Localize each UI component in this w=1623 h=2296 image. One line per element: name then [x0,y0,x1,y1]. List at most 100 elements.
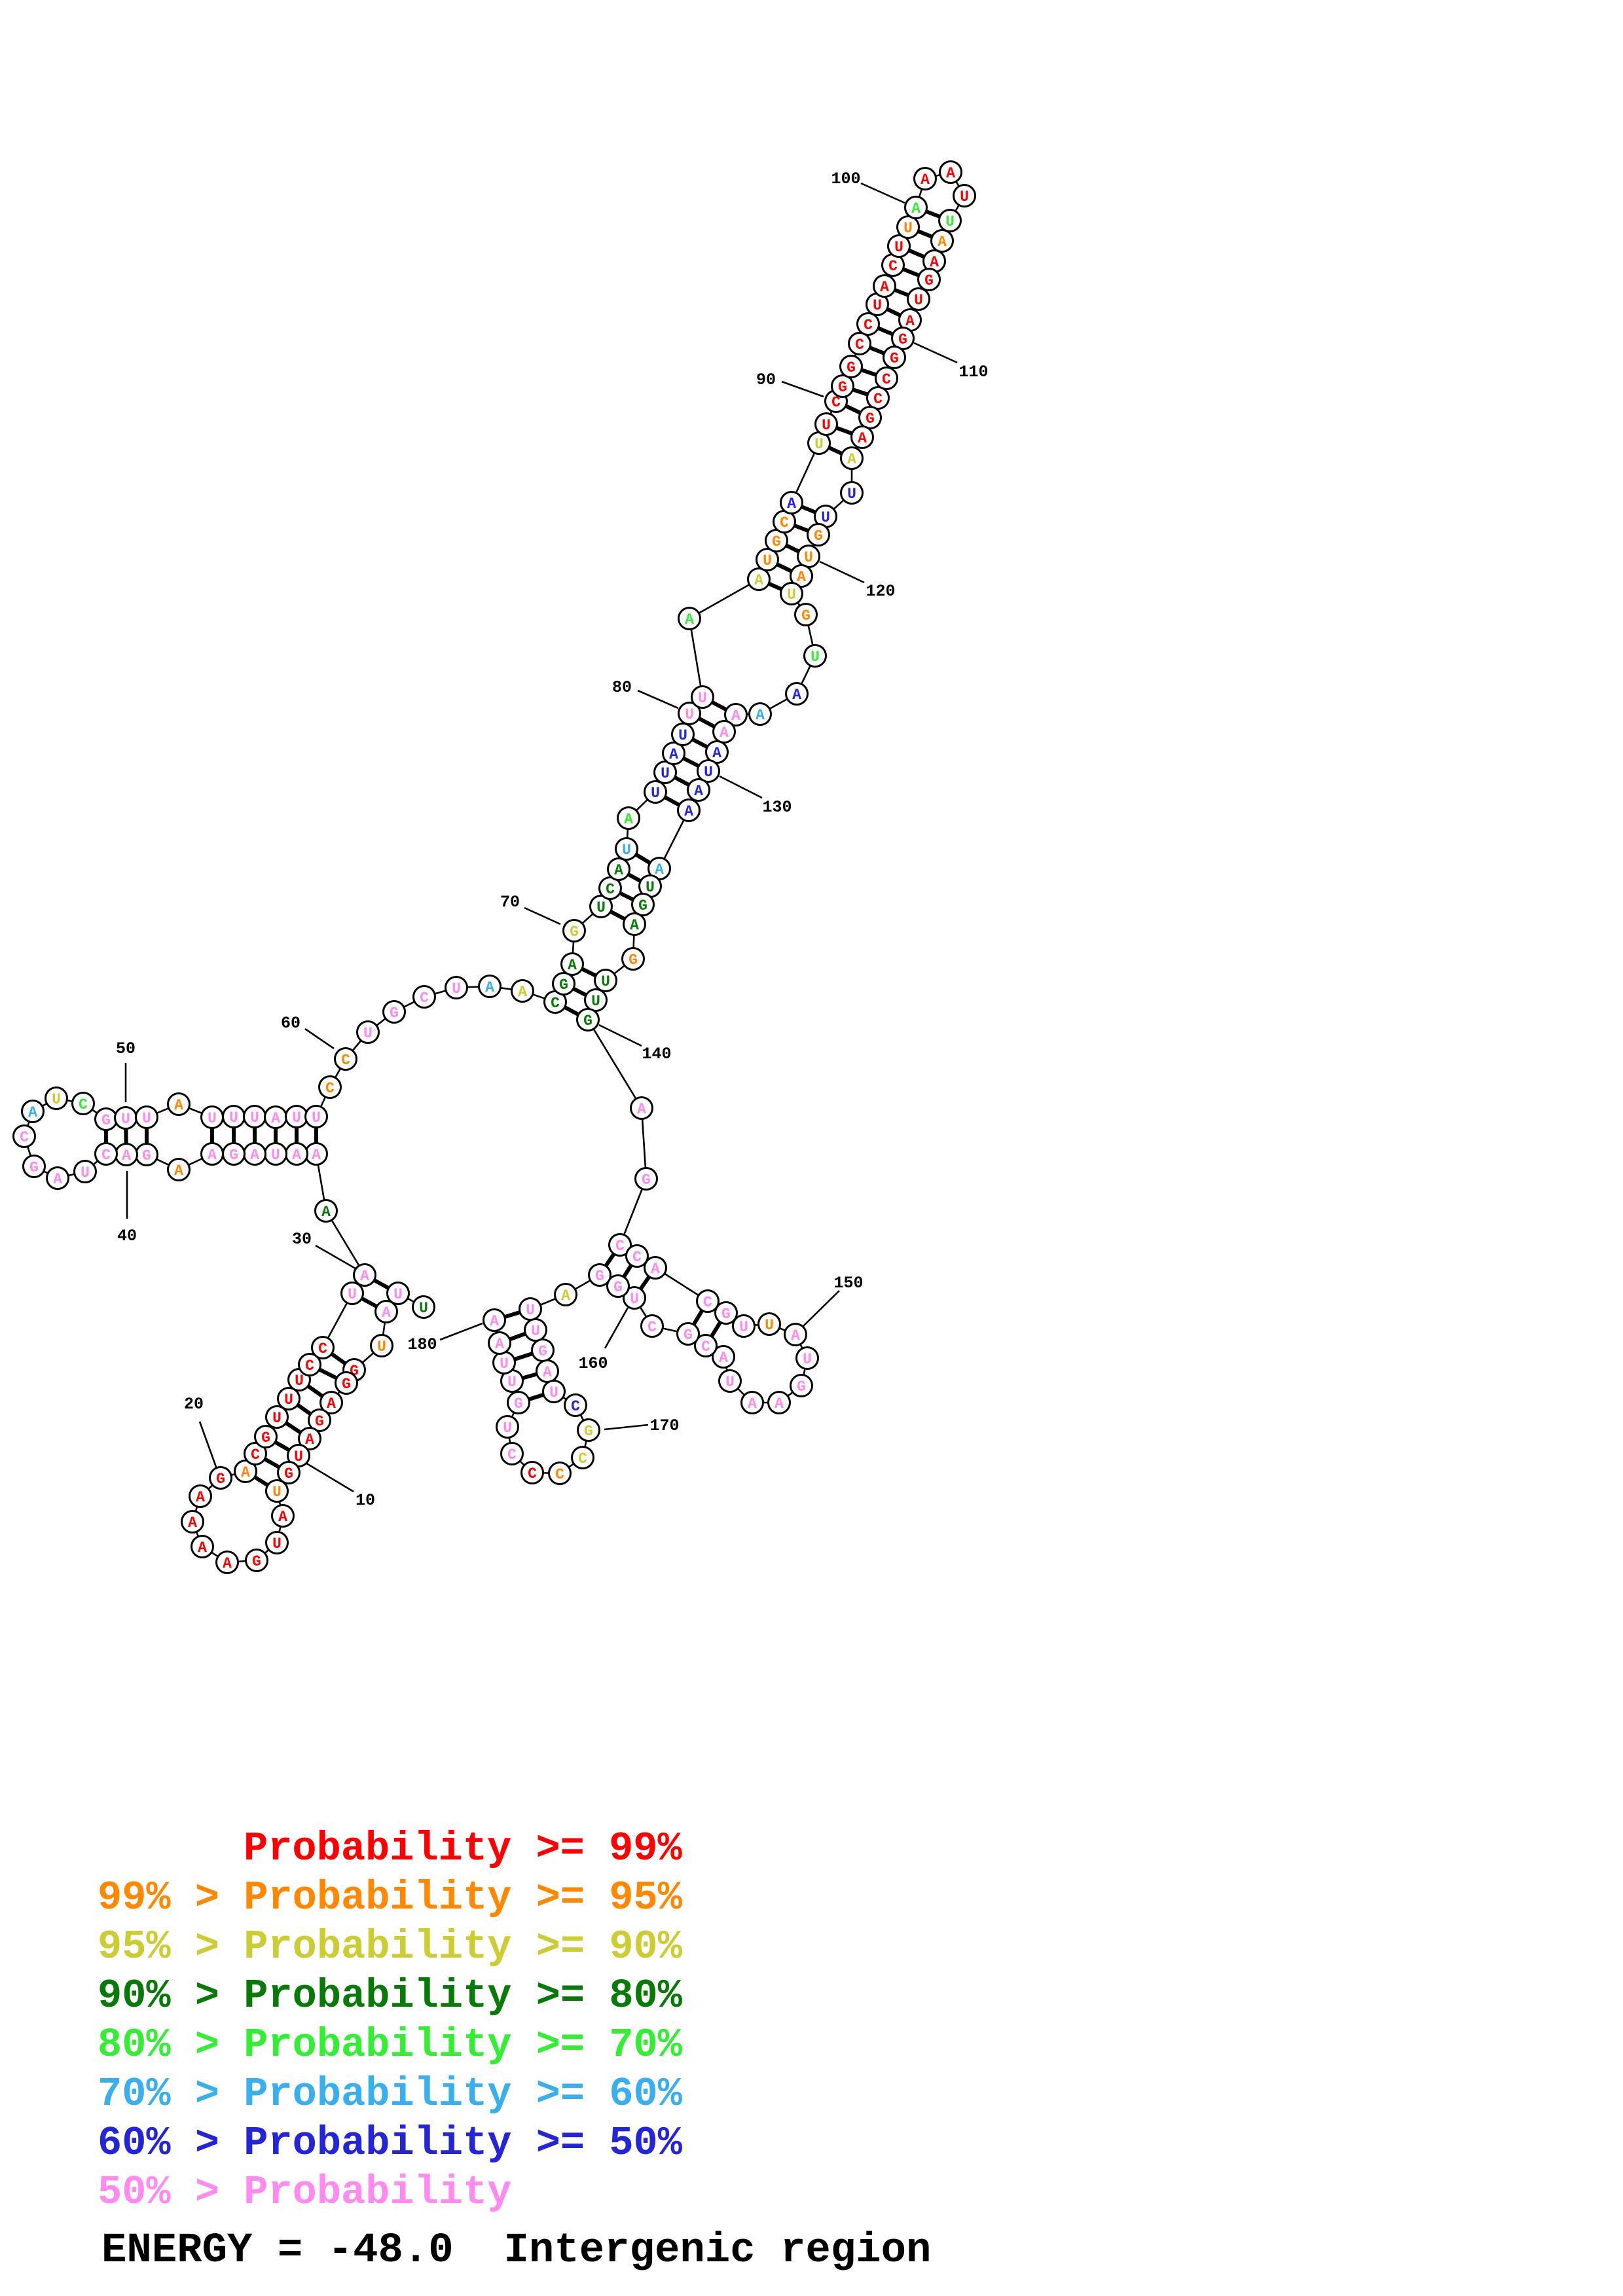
nucleotide-letter-48: C [79,1096,88,1113]
nucleotide-circle-62 [382,1000,406,1024]
nucleotide-circle-145 [644,1256,667,1280]
nucleotide-letter-77: U [661,765,670,782]
nucleotide-circle-16 [215,1551,239,1574]
nucleotide-letter-57: U [292,1109,301,1126]
nucleotide-circle-144 [625,1244,649,1268]
nucleotide-letter-7: A [327,1395,336,1412]
nucleotide-letter-71: U [596,899,606,916]
nucleotide-letter-82: A [685,611,694,628]
nucleotide-letter-78: A [669,746,678,763]
nucleotide-circle-129 [705,740,729,764]
nucleotide-circle-25 [277,1387,301,1410]
nucleotide-circle-154 [740,1391,764,1414]
nucleotide-letter-148: U [739,1319,748,1336]
nucleotide-letter-62: G [390,1005,399,1022]
nucleotide-circle-81 [691,685,714,709]
nucleotide-circle-38 [167,1158,191,1181]
nucleotide-letter-97: C [888,258,898,275]
nucleotide-circle-148 [732,1314,756,1338]
nucleotide-circle-72 [598,876,622,900]
nucleotide-letter-138: U [601,973,610,990]
nucleotide-circle-165 [524,1318,547,1342]
nucleotide-circle-131 [687,778,710,802]
nucleotide-circle-149 [757,1312,781,1336]
position-label-leader [315,1244,359,1272]
legend-row-60: 70% > Probability >= 60% [98,2071,683,2117]
nucleotide-letter-38: A [174,1162,183,1179]
nucleotide-letter-150: A [791,1327,800,1344]
nucleotide-circle-159 [640,1314,664,1338]
nucleotide-letter-1: U [419,1300,428,1317]
nucleotide-circle-141 [630,1096,653,1120]
nucleotide-letter-123: G [801,607,811,624]
nucleotide-letter-4: U [377,1338,386,1355]
nucleotide-letter-143: C [615,1238,625,1255]
backbone-bond [325,1210,366,1276]
nucleotide-letter-152: G [797,1378,806,1395]
nucleotide-circle-94 [856,312,880,336]
nucleotide-circle-66 [511,979,534,1003]
nucleotide-letter-136: A [630,917,639,934]
nucleotide-circle-152 [790,1374,813,1397]
nucleotide-letter-140: G [583,1013,593,1030]
position-label-leader [719,775,763,799]
nucleotide-letter-29: U [348,1286,357,1303]
nucleotide-circle-70 [562,919,586,942]
nucleotide-circle-7 [319,1391,343,1414]
nucleotide-circle-74 [615,837,638,861]
position-label-20: 20 [184,1395,204,1414]
nucleotide-circle-160 [623,1286,646,1310]
position-labels: 10 20 30 40 50 60 70 80 90 100 110 120 130 140 150 160 1… [116,170,989,1510]
nucleotide-circle-30 [353,1263,376,1287]
nucleotide-letter-177: U [507,1374,517,1391]
nucleotide-letter-35: A [250,1147,259,1164]
position-label-40: 40 [117,1227,137,1246]
nucleotide-circle-99 [896,215,920,239]
nucleotide-letter-145: A [651,1261,660,1278]
nucleotide-circle-108 [907,287,930,311]
nucleotide-circle-60 [334,1047,357,1071]
nucleotide-letter-83: A [754,572,763,589]
nucleotide-circle-96 [873,274,896,298]
nucleotide-circle-22 [244,1442,267,1465]
nucleotide-circle-130 [697,759,720,783]
nucleotide-circle-46 [21,1100,45,1123]
position-label-80: 80 [612,678,632,697]
nucleotide-letter-84: U [763,552,772,569]
nucleotide-letter-132: A [684,803,693,820]
nucleotide-letter-100: A [911,200,921,217]
nucleotide-circle-103 [953,184,976,207]
nucleotide-circle-162 [588,1263,611,1287]
nucleotide-circle-102 [939,160,962,184]
nucleotide-letter-31: A [321,1204,331,1221]
nucleotide-circle-51 [135,1105,158,1129]
nucleotide-letter-65: A [485,979,494,996]
nucleotide-letter-155: U [725,1374,735,1391]
nucleotide-circle-69 [560,952,584,976]
nucleotide-letter-133: A [655,861,664,878]
position-label-leader [598,1024,642,1047]
nucleotide-letter-153: A [775,1395,784,1412]
nucleotide-letter-105: A [938,234,947,251]
nucleotide-circle-180 [483,1308,506,1332]
nucleotide-circle-125 [785,682,809,706]
nucleotide-letter-19: A [196,1489,205,1506]
nucleotide-circle-105 [930,229,954,253]
nucleotide-circle-20 [209,1466,232,1490]
nucleotide-circle-114 [858,406,882,429]
backbone-bond [640,1107,647,1179]
nucleotide-circle-24 [265,1405,289,1429]
nucleotide-letter-70: G [570,924,579,941]
nucleotide-circle-82 [678,607,701,630]
nucleotide-letter-110: G [898,331,907,348]
nucleotide-circle-68 [552,972,575,996]
nucleotide-letter-12: U [272,1484,282,1501]
nucleotide-letter-115: A [858,430,867,447]
legend-row-80: 90% > Probability >= 80% [98,1973,683,2019]
position-label-50: 50 [116,1039,136,1058]
nucleotide-letter-50: U [121,1111,130,1128]
nucleotide-letter-172: C [555,1466,564,1483]
nucleotide-letter-75: A [624,811,633,828]
nucleotide-letter-20: G [216,1471,225,1488]
nucleotide-circle-136 [623,912,646,936]
